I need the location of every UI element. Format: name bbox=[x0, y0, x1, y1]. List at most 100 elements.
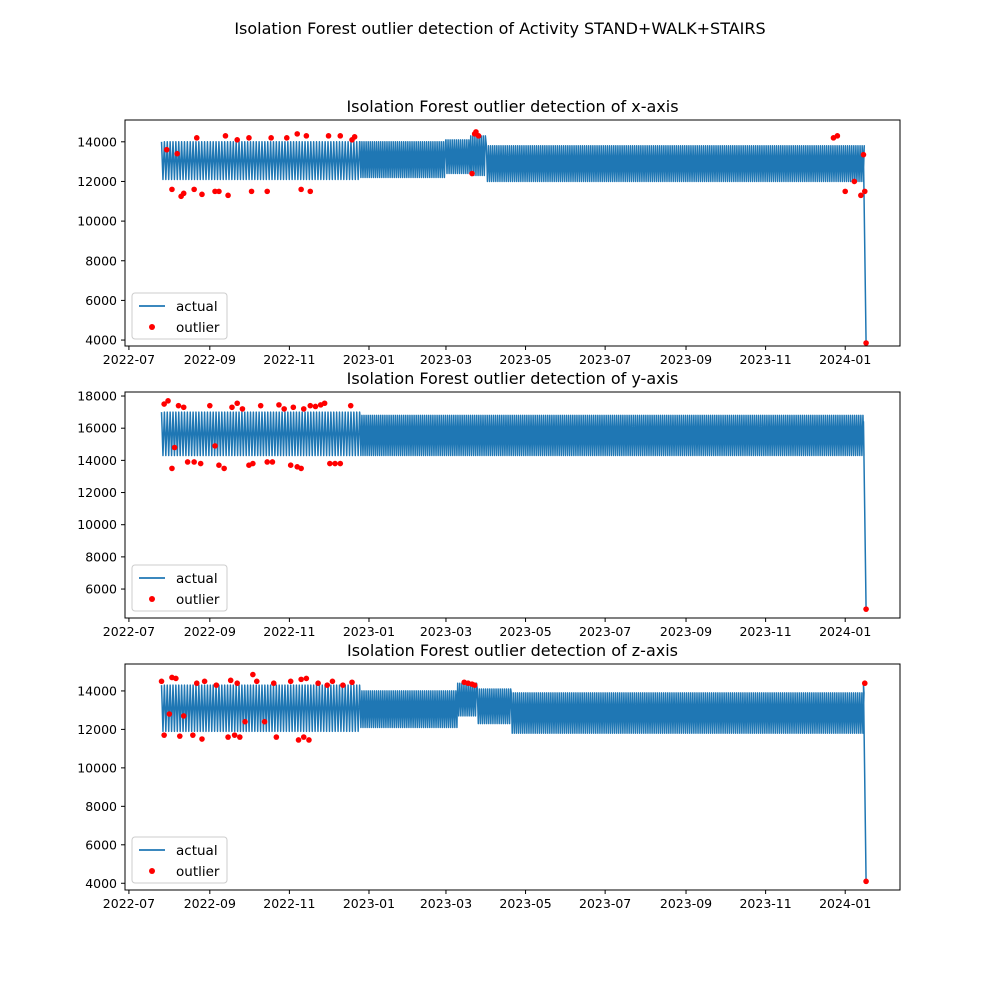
outlier-point bbox=[165, 398, 171, 404]
outlier-point bbox=[337, 460, 344, 467]
outlier-point bbox=[858, 192, 864, 199]
y-tick-label: 12000 bbox=[77, 722, 117, 737]
y-tick-label: 4000 bbox=[85, 876, 117, 891]
x-tick-label: 2023-03 bbox=[420, 896, 472, 911]
outlier-point bbox=[191, 186, 197, 193]
outlier-point bbox=[337, 133, 344, 139]
outlier-point bbox=[222, 133, 229, 139]
figure-title: Isolation Forest outlier detection of Ac… bbox=[234, 19, 765, 38]
outlier-point bbox=[221, 465, 227, 472]
subplots: Isolation Forest outlier detection of x-… bbox=[77, 97, 901, 911]
outlier-point bbox=[863, 606, 869, 612]
outlier-point bbox=[325, 133, 332, 139]
outlier-point bbox=[207, 402, 213, 409]
outlier-point bbox=[201, 678, 208, 685]
legend-outlier-swatch bbox=[149, 596, 155, 602]
subplot-2: Isolation Forest outlier detection of z-… bbox=[77, 641, 901, 911]
outlier-point bbox=[161, 732, 167, 738]
outlier-point bbox=[257, 402, 264, 409]
outlier-point bbox=[270, 680, 277, 687]
outlier-point bbox=[851, 178, 858, 185]
legend: actual outlier bbox=[131, 564, 228, 612]
legend-outlier-label: outlier bbox=[176, 592, 220, 608]
outlier-point bbox=[300, 734, 307, 740]
x-tick-label: 2023-05 bbox=[499, 352, 551, 367]
plot-area bbox=[160, 398, 869, 612]
outlier-point bbox=[225, 734, 231, 740]
outlier-point bbox=[863, 878, 869, 885]
outlier-point bbox=[329, 678, 336, 685]
outlier-point bbox=[475, 133, 482, 139]
x-tick-label: 2022-09 bbox=[184, 896, 236, 911]
x-tick-label: 2024-01 bbox=[819, 896, 871, 911]
outlier-point bbox=[303, 133, 310, 139]
outlier-point bbox=[166, 711, 173, 717]
outlier-point bbox=[347, 402, 354, 409]
outlier-point bbox=[171, 444, 178, 451]
outlier-point bbox=[340, 682, 346, 688]
outlier-point bbox=[264, 188, 271, 195]
outlier-point bbox=[250, 671, 256, 678]
outlier-point bbox=[237, 734, 243, 740]
outlier-point bbox=[332, 460, 338, 467]
outlier-point bbox=[227, 677, 234, 684]
outlier-point bbox=[180, 404, 187, 411]
outlier-point bbox=[248, 188, 255, 195]
actual-series-line bbox=[160, 135, 867, 344]
outlier-point bbox=[303, 675, 310, 682]
x-tick-label: 2022-07 bbox=[103, 624, 155, 639]
subplot-title: Isolation Forest outlier detection of x-… bbox=[346, 97, 678, 116]
legend-actual-label: actual bbox=[176, 299, 218, 315]
outlier-point bbox=[234, 680, 241, 687]
plot-area bbox=[160, 129, 869, 346]
subplot-title: Isolation Forest outlier detection of y-… bbox=[347, 369, 679, 388]
y-tick-label: 10000 bbox=[77, 760, 117, 775]
axes-frame bbox=[124, 663, 901, 891]
x-tick-label: 2024-01 bbox=[819, 624, 871, 639]
outlier-point bbox=[213, 682, 220, 688]
outlier-point bbox=[175, 402, 182, 409]
outlier-point bbox=[861, 188, 868, 195]
outlier-point bbox=[307, 402, 314, 409]
subplot-title: Isolation Forest outlier detection of z-… bbox=[347, 641, 678, 660]
outlier-point bbox=[193, 135, 200, 141]
x-tick-label: 2023-11 bbox=[739, 352, 791, 367]
axes-frame bbox=[124, 391, 901, 619]
outlier-point bbox=[216, 462, 222, 468]
y-tick-label: 4000 bbox=[85, 333, 117, 348]
legend: actual outlier bbox=[131, 836, 228, 884]
outlier-point bbox=[216, 188, 222, 195]
outlier-point bbox=[300, 406, 307, 412]
y-tick-label: 6000 bbox=[85, 837, 117, 852]
outlier-point bbox=[163, 146, 170, 153]
outlier-point bbox=[225, 192, 231, 199]
outlier-point bbox=[471, 682, 478, 688]
x-tick-label: 2022-09 bbox=[184, 624, 236, 639]
subplot-0: Isolation Forest outlier detection of x-… bbox=[77, 97, 901, 367]
x-tick-label: 2023-05 bbox=[499, 624, 551, 639]
outlier-point bbox=[169, 465, 175, 472]
x-tick-label: 2023-09 bbox=[660, 624, 712, 639]
outlier-point bbox=[242, 718, 248, 725]
outlier-point bbox=[276, 402, 282, 408]
x-tick-label: 2023-07 bbox=[579, 624, 631, 639]
x-tick-label: 2023-01 bbox=[343, 352, 395, 367]
x-tick-label: 2023-03 bbox=[420, 352, 472, 367]
y-tick-label: 6000 bbox=[85, 582, 117, 597]
outlier-point bbox=[158, 678, 165, 685]
outlier-point bbox=[321, 400, 328, 407]
outlier-point bbox=[199, 736, 205, 742]
outlier-point bbox=[307, 188, 314, 195]
legend-actual-label: actual bbox=[176, 571, 218, 587]
legend: actual outlier bbox=[131, 292, 228, 340]
y-tick-label: 14000 bbox=[77, 134, 117, 149]
outlier-point bbox=[261, 718, 268, 725]
outlier-point bbox=[298, 465, 304, 472]
outlier-point bbox=[264, 459, 271, 465]
x-tick-label: 2023-09 bbox=[660, 896, 712, 911]
x-tick-label: 2023-07 bbox=[579, 352, 631, 367]
x-tick-label: 2023-01 bbox=[343, 624, 395, 639]
x-tick-label: 2023-01 bbox=[343, 896, 395, 911]
x-tick-label: 2022-11 bbox=[263, 624, 315, 639]
x-tick-label: 2022-09 bbox=[184, 352, 236, 367]
